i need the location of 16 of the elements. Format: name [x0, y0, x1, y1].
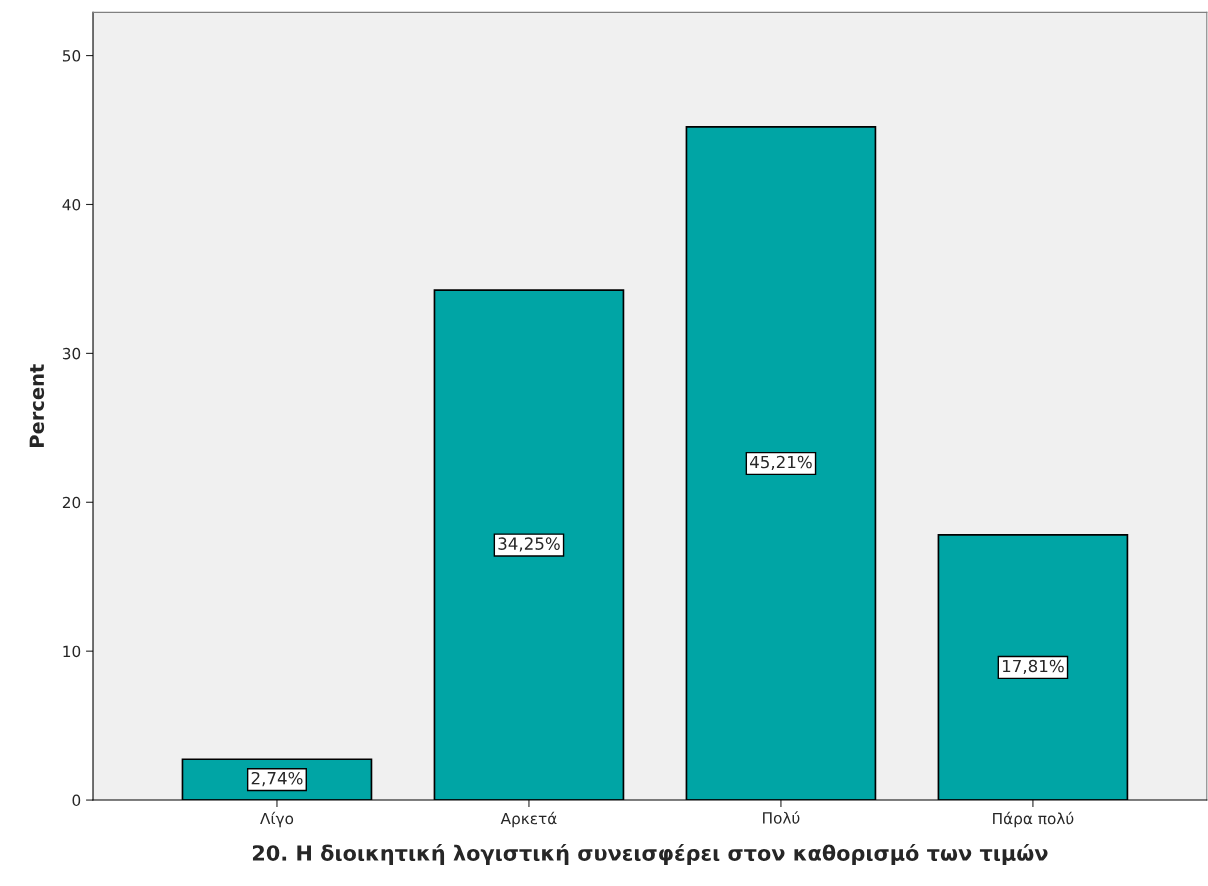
x-tick-label: Αρκετά: [500, 811, 557, 828]
y-tick-label: 10: [63, 645, 81, 658]
y-axis-title: Percent: [29, 364, 45, 447]
data-label: 45,21%: [749, 455, 812, 471]
x-tick-label: Πολύ: [763, 811, 800, 824]
y-tick-label: 40: [62, 198, 81, 211]
y-tick-label: 0: [72, 794, 81, 807]
x-tick-label: Λίγο: [260, 811, 294, 828]
y-tick-label: 30: [62, 347, 81, 360]
y-tick-label: 50: [62, 50, 81, 62]
x-tick-label: Πάρα πολύ: [993, 811, 1074, 828]
data-label: 2,74%: [251, 771, 303, 787]
x-axis-title: 20. Η διοικητική λογιστική συνεισφέρει στον καθορισμό των τιμών: [252, 843, 1048, 865]
data-label: 17,81%: [1002, 659, 1064, 674]
data-label: 34,25%: [498, 537, 560, 552]
y-tick-label: 20: [62, 496, 81, 509]
